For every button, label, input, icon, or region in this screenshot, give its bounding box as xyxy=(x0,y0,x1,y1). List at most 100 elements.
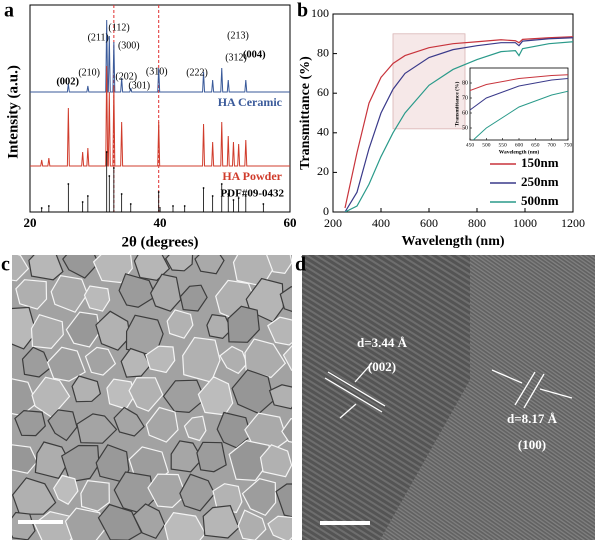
series-label: PDF#09-0432 xyxy=(220,188,284,200)
stick-head xyxy=(232,199,235,201)
peak-label: (202) xyxy=(115,71,137,82)
plot-frame xyxy=(332,13,574,213)
grain xyxy=(166,309,194,339)
grain xyxy=(212,483,243,514)
stick-head xyxy=(202,187,205,189)
stick-head xyxy=(105,151,108,153)
stick-head xyxy=(120,193,123,195)
grain xyxy=(120,347,151,378)
x-tick-label: 200 xyxy=(324,216,342,230)
stick-head xyxy=(220,183,223,185)
stick-head xyxy=(40,207,43,209)
grain xyxy=(163,512,207,540)
grain xyxy=(50,274,89,313)
peak-label: (222) xyxy=(186,67,208,78)
grain xyxy=(147,473,187,509)
x-tick-label: 1000 xyxy=(513,216,537,230)
xrd-line xyxy=(30,65,290,167)
series-label: HA Powder xyxy=(222,169,282,183)
plot-area xyxy=(30,5,290,212)
lattice-marker xyxy=(324,377,383,413)
transmittance-line xyxy=(344,36,573,209)
grain xyxy=(14,409,46,437)
grain xyxy=(279,286,292,312)
grain xyxy=(206,313,233,340)
grain xyxy=(113,406,145,437)
grain xyxy=(128,377,164,412)
panel-label: b xyxy=(297,0,308,22)
inset-y-tick-label: 70 xyxy=(462,95,468,101)
lattice-marker xyxy=(523,373,545,409)
stick-head xyxy=(108,175,111,177)
grain xyxy=(244,338,287,379)
grain xyxy=(12,477,57,515)
transmittance-line xyxy=(344,41,573,212)
y-tick-label: 20 xyxy=(317,164,329,178)
peak-label: (002) xyxy=(56,76,79,87)
grain xyxy=(62,255,100,279)
grain xyxy=(268,384,292,410)
grain xyxy=(145,345,176,374)
x-tick-label: 600 xyxy=(420,216,438,230)
inset-line xyxy=(472,90,568,140)
grain xyxy=(28,255,64,281)
y-tick-label: 80 xyxy=(317,45,329,59)
x-axis-label: 2θ (degrees) xyxy=(121,234,198,250)
legend-label: 250nm xyxy=(521,174,559,189)
y-tick-label: 0 xyxy=(323,204,329,218)
peak-label: (300) xyxy=(118,40,140,51)
plot-area xyxy=(344,36,573,212)
grain xyxy=(12,306,37,350)
grain xyxy=(179,284,208,312)
arrow xyxy=(491,369,523,384)
grain xyxy=(150,273,182,312)
panel-label: c xyxy=(1,254,10,276)
grain xyxy=(282,344,292,371)
stick-head xyxy=(183,205,186,207)
grain xyxy=(53,474,79,505)
grain xyxy=(12,511,36,540)
x-tick-label: 20 xyxy=(24,215,37,230)
grain xyxy=(30,313,64,350)
stick-head xyxy=(86,195,89,197)
grain xyxy=(145,406,179,443)
grain xyxy=(202,505,240,539)
x-tick-label: 40 xyxy=(154,215,167,230)
grain xyxy=(92,255,133,284)
grain xyxy=(46,346,86,382)
grain xyxy=(164,255,194,272)
peak-label: (004) xyxy=(243,49,266,60)
grain xyxy=(259,444,292,478)
inset-area xyxy=(470,74,568,140)
grain xyxy=(15,279,48,310)
grain xyxy=(267,515,292,540)
peak-label: (210) xyxy=(78,67,100,78)
y-tick-label: 60 xyxy=(317,85,329,99)
grain xyxy=(64,507,106,540)
y-axis-label: Transmittance (%) xyxy=(298,56,313,170)
lattice-annotation: (002) xyxy=(368,359,396,374)
inset-x-tick-label: 750 xyxy=(564,142,573,148)
legend-label: 500nm xyxy=(521,193,559,208)
hrtem-image xyxy=(302,255,595,540)
inset-y-tick-label: 80 xyxy=(462,80,468,86)
lattice-annotation: d=3.44 Å xyxy=(357,335,408,350)
grain xyxy=(95,310,131,351)
grain xyxy=(76,413,118,444)
grain xyxy=(47,409,78,442)
xrd-line xyxy=(30,19,290,93)
grain xyxy=(12,255,30,282)
grain xyxy=(227,305,260,343)
legend-label: 150nm xyxy=(521,155,559,170)
x-tick-label: 800 xyxy=(468,216,486,230)
grain xyxy=(162,379,206,414)
series-label: HA Ceramic xyxy=(218,95,283,109)
inset-y-tick-label: 50 xyxy=(462,125,468,131)
grain xyxy=(83,285,111,312)
lattice-right xyxy=(380,255,595,540)
inset-x-tick-label: 500 xyxy=(482,142,491,148)
grain xyxy=(80,480,110,512)
grain xyxy=(132,503,166,540)
stick-head xyxy=(81,201,84,203)
grain xyxy=(183,415,207,442)
